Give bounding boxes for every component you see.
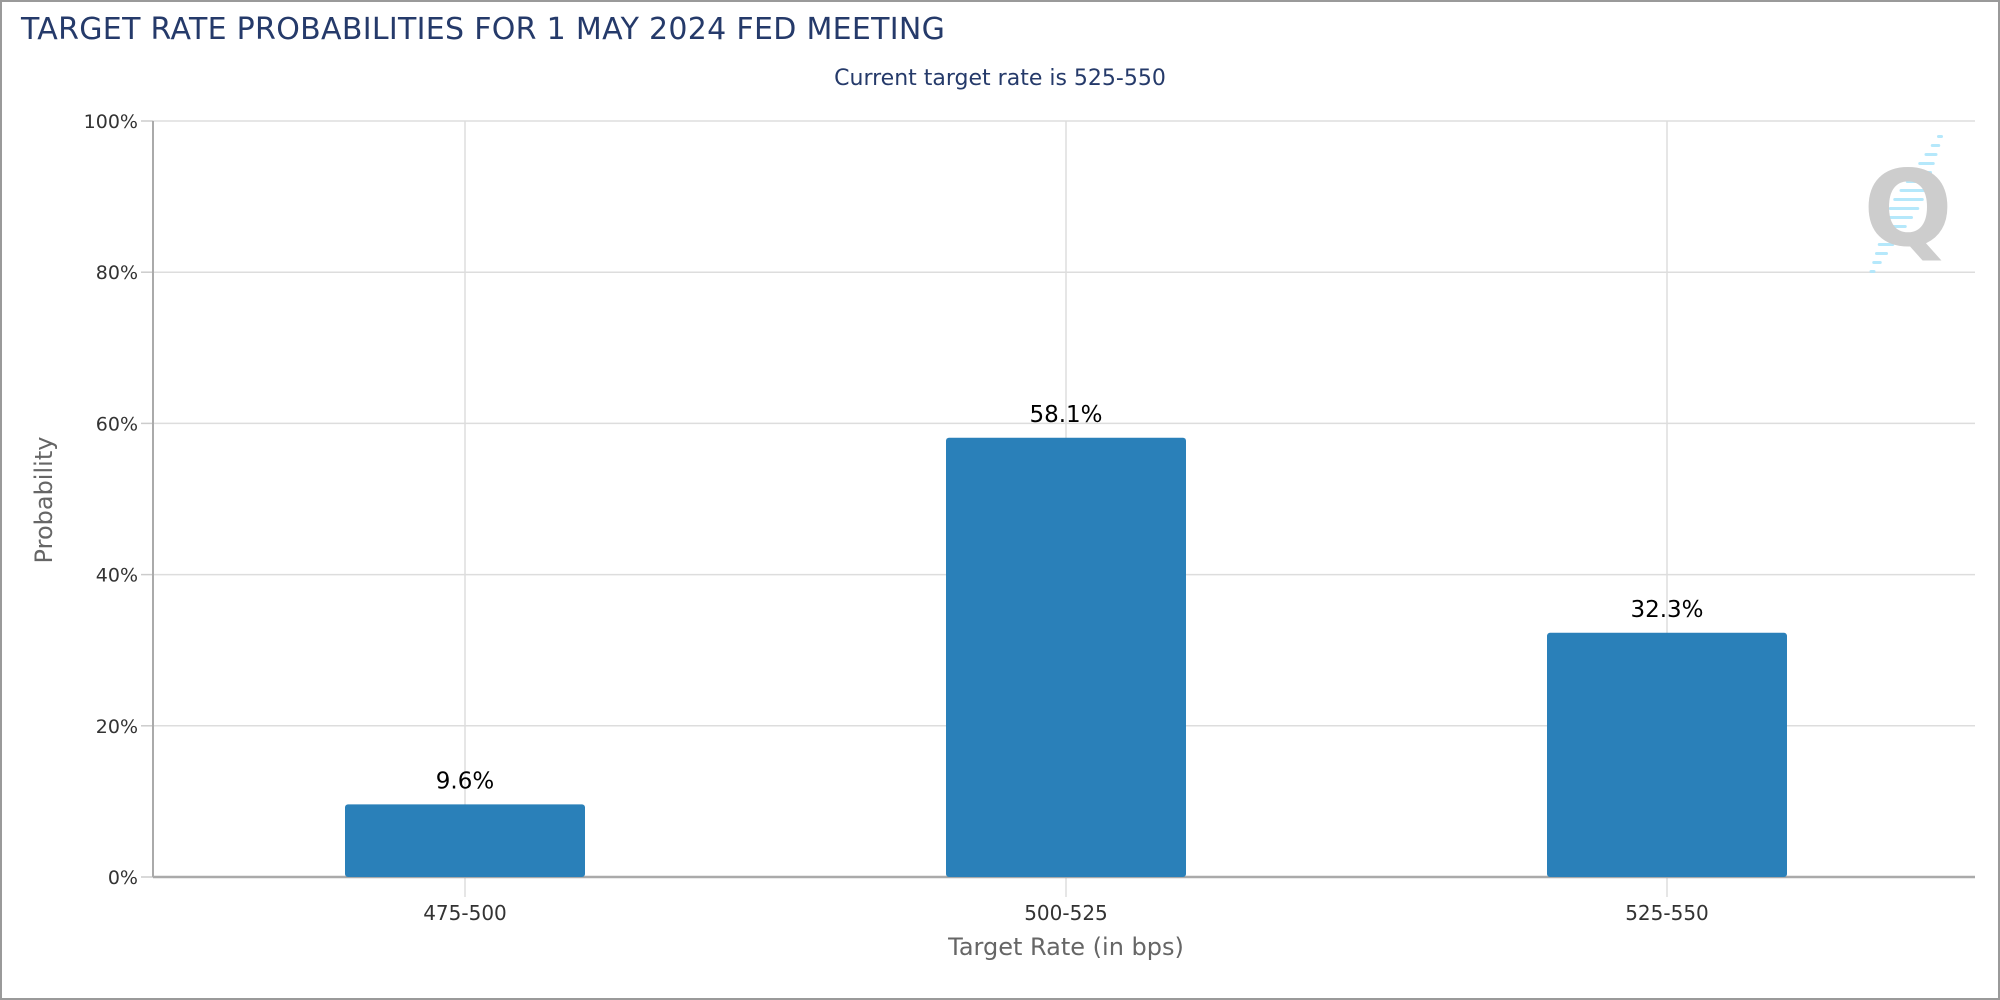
logo-stripe bbox=[1905, 180, 1930, 183]
y-axis-title: Probability bbox=[30, 437, 58, 564]
bar-475-500 bbox=[345, 804, 585, 877]
logo-stripe bbox=[1918, 162, 1935, 165]
logo-stripe bbox=[1886, 216, 1913, 219]
x-tick-label: 500-525 bbox=[1024, 901, 1108, 925]
y-tick-label: 80% bbox=[96, 262, 138, 284]
logo-letter: Q bbox=[1863, 148, 1952, 270]
logo-stripe bbox=[1877, 243, 1895, 246]
chart-subtitle: Current target rate is 525-550 bbox=[834, 66, 1166, 91]
logo-stripe bbox=[1899, 189, 1927, 192]
logo-stripe bbox=[1930, 144, 1941, 147]
data-label: 58.1% bbox=[1029, 402, 1102, 428]
y-tick-label: 40% bbox=[96, 565, 138, 587]
x-axis-title: Target Rate (in bps) bbox=[947, 933, 1184, 961]
logo-stripe bbox=[1883, 225, 1907, 228]
logo-stripe bbox=[1888, 207, 1920, 210]
y-tick-label: 60% bbox=[96, 413, 138, 435]
x-tick-label: 475-500 bbox=[423, 901, 507, 925]
bar-525-550 bbox=[1547, 632, 1787, 877]
bar-500-525 bbox=[946, 437, 1186, 877]
y-tick-label: 0% bbox=[108, 867, 138, 889]
logo-stripe bbox=[1912, 171, 1932, 174]
logo-stripe bbox=[1872, 261, 1882, 264]
y-tick-label: 20% bbox=[96, 716, 138, 738]
data-label: 32.3% bbox=[1630, 597, 1703, 623]
logo-stripe bbox=[1875, 252, 1888, 255]
q-logo-icon: Q bbox=[1863, 135, 1953, 273]
logo-stripe bbox=[1937, 135, 1943, 138]
logo-stripe bbox=[1880, 234, 1901, 237]
logo-stripe bbox=[1924, 153, 1938, 156]
x-tick-label: 525-550 bbox=[1625, 901, 1709, 925]
chart-title: TARGET RATE PROBABILITIES FOR 1 MAY 2024… bbox=[21, 12, 946, 47]
data-label: 9.6% bbox=[436, 768, 494, 794]
logo-stripe bbox=[1869, 270, 1876, 273]
logo-stripe bbox=[1893, 198, 1924, 201]
y-tick-label: 100% bbox=[84, 111, 138, 133]
